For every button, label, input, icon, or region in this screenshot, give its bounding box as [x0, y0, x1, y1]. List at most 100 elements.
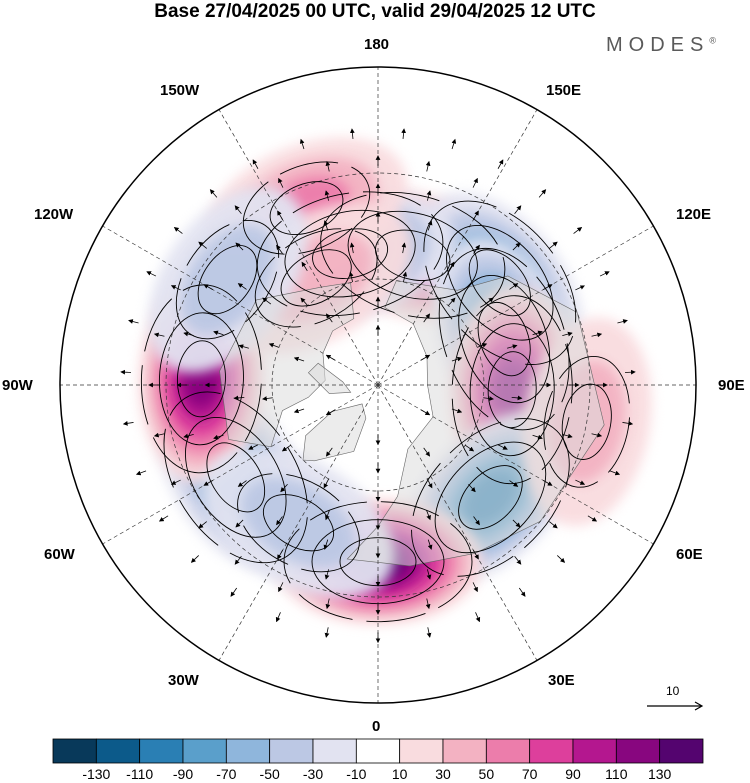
wind-arrow [549, 521, 558, 529]
streamline [468, 249, 531, 317]
landmass [219, 282, 355, 448]
landmass [302, 403, 367, 462]
wind-arrow [122, 420, 134, 426]
colorbar-tick-label: -90 [172, 766, 194, 782]
wind-arrow [426, 627, 432, 638]
meridian-line [377, 384, 538, 661]
colorbar-swatch [529, 738, 574, 764]
streamline [206, 442, 266, 513]
streamline [280, 249, 352, 307]
colorbar-swatch [659, 738, 704, 764]
wind-arrow [483, 396, 494, 401]
wind-arrow [509, 480, 519, 487]
streamline [451, 295, 573, 485]
wind-arrow [562, 433, 573, 439]
lon-label-60e: 60E [676, 546, 703, 563]
colorbar [52, 738, 704, 764]
wind-arrow [203, 480, 213, 486]
streamline [411, 418, 570, 577]
wind-arrow [248, 444, 258, 450]
wind-arrow [507, 344, 518, 349]
colorbar-swatch [95, 738, 141, 764]
colorbar-tick-label: 10 [391, 766, 408, 782]
wind-arrow [512, 242, 521, 251]
colorbar-swatch [52, 738, 97, 764]
wind-arrow [324, 190, 330, 201]
colorbar-tick-label: -110 [126, 766, 154, 782]
wind-arrow [280, 483, 288, 493]
brand-text: MODES [606, 34, 710, 56]
wind-arrow [324, 569, 330, 580]
wind-arrow [268, 343, 280, 348]
wind-arrow [451, 138, 457, 150]
wind-arrow [275, 612, 281, 623]
colorbar-swatch [442, 738, 487, 764]
streamline [438, 247, 570, 431]
wind-arrow [591, 432, 603, 438]
streamline [256, 191, 444, 316]
wind-arrow [190, 555, 200, 563]
wind-arrow [235, 519, 244, 528]
wind-arrow [158, 515, 169, 522]
colorbar-tick-label: -50 [259, 766, 280, 782]
colorbar-swatch [182, 738, 227, 764]
map-title: Base 27/04/2025 00 UTC, valid 29/04/2025… [154, 1, 596, 22]
streamline [254, 228, 378, 328]
wind-arrow [213, 330, 224, 336]
streamline [158, 312, 244, 446]
lon-label-60w: 60W [44, 546, 75, 563]
wind-arrow [324, 627, 330, 638]
wind-arrow [622, 420, 634, 426]
streamline [175, 219, 280, 340]
wind-arrow [230, 587, 238, 597]
wind-arrow [234, 205, 242, 214]
wind-arrow [198, 521, 207, 529]
wind-arrow [473, 516, 480, 526]
wind-arrow [498, 444, 508, 450]
wind-arrow [170, 479, 181, 485]
streamline [458, 465, 523, 530]
colorbar-swatch [225, 738, 271, 764]
modes-logo: MODES® [606, 34, 716, 57]
wind-arrow [135, 470, 147, 476]
colorbar-swatch [355, 738, 401, 764]
wind-arrow [509, 283, 519, 290]
lon-label-90w: 90W [2, 377, 33, 394]
wind-arrow [323, 220, 329, 231]
wind-arrow [575, 479, 586, 485]
streamline [184, 417, 287, 538]
colorbar-tick-label: 110 [605, 766, 628, 782]
lon-label-150w: 150W [160, 82, 200, 99]
negative-anomaly-contour [180, 224, 275, 335]
wind-arrow [451, 408, 463, 414]
wind-arrow [423, 313, 431, 323]
wind-arrow [325, 354, 336, 361]
colorbar-swatch [139, 738, 184, 764]
wind-arrow [624, 369, 636, 375]
wind-arrow [532, 434, 543, 440]
wind-arrow [293, 408, 305, 414]
lon-label-30e: 30E [548, 672, 575, 689]
wind-arrow [423, 447, 431, 457]
wind-arrow [514, 556, 522, 565]
streamline [263, 494, 334, 552]
colorbar-tick-label: -70 [216, 766, 237, 782]
streamline [543, 355, 631, 488]
wind-arrow [325, 510, 330, 521]
lon-label-180: 180 [364, 36, 390, 53]
wind-arrow [153, 332, 165, 338]
wind-arrow [153, 432, 165, 438]
wind-arrow [473, 244, 480, 254]
wind-arrow [235, 242, 244, 251]
wind-arrow [599, 271, 610, 277]
streamline [347, 210, 478, 300]
streamline [477, 301, 531, 377]
wind-arrow [277, 550, 283, 560]
wind-arrow [173, 226, 183, 234]
wind-arrow [426, 510, 431, 521]
lon-label-150e: 150E [546, 82, 582, 99]
colorbar-tick-label: -130 [82, 766, 111, 782]
wind-arrow [170, 285, 181, 291]
wind-arrow [277, 210, 283, 220]
wind-arrow [451, 356, 463, 362]
